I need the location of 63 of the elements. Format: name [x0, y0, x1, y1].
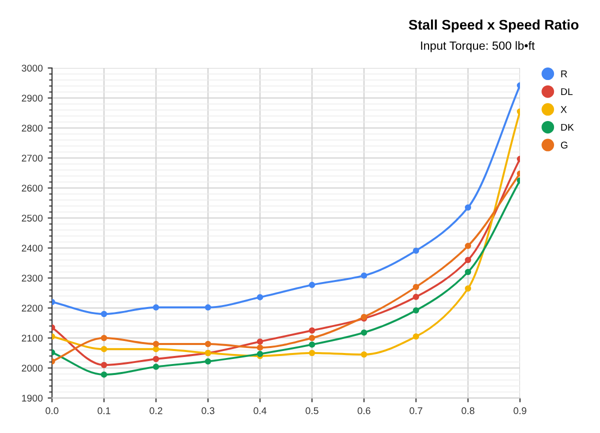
point [204, 304, 212, 311]
legend-label: G [560, 142, 568, 149]
point [100, 334, 108, 342]
point [308, 334, 316, 342]
x-tick-label: 0.6 [358, 407, 370, 414]
point [152, 304, 160, 311]
legend-label: DK [561, 124, 574, 131]
x-tick-label: 0.7 [410, 407, 422, 414]
point [256, 294, 264, 300]
legend-label: DL [561, 88, 573, 96]
x-tick-label: 0.3 [202, 407, 214, 414]
point [412, 294, 420, 300]
point [308, 282, 316, 288]
x-tick-label: 0.2 [150, 407, 162, 414]
point [412, 248, 420, 254]
point [204, 358, 212, 365]
point [412, 284, 420, 290]
point [308, 341, 316, 348]
point [464, 285, 472, 292]
y-tick-label: 2300 [22, 274, 43, 282]
point [204, 340, 212, 348]
point [100, 346, 108, 352]
point [100, 371, 108, 378]
x-tick-label: 0.0 [46, 407, 58, 414]
y-tick-label: 2900 [22, 94, 43, 102]
y-tick-label: 2000 [22, 364, 43, 372]
y-tick-label: 2200 [22, 304, 43, 312]
point [152, 364, 160, 370]
point [464, 268, 472, 276]
chart-title: Stall Speed x Speed Ratio [408, 19, 578, 32]
point [360, 329, 368, 336]
y-tick-label: 2400 [22, 244, 43, 252]
point [152, 340, 160, 348]
point [360, 351, 368, 358]
point [412, 307, 420, 314]
point [412, 333, 420, 340]
y-tick-label: 2500 [22, 214, 43, 222]
point [308, 327, 316, 334]
point [464, 256, 472, 264]
y-tick-label: 2100 [22, 334, 43, 342]
point [256, 338, 264, 345]
point [152, 346, 160, 352]
point [464, 242, 472, 250]
point [100, 362, 108, 368]
x-tick-label: 0.9 [514, 407, 526, 414]
point [308, 350, 316, 356]
point [360, 272, 368, 279]
point [464, 204, 472, 211]
point [100, 310, 108, 318]
point [256, 344, 264, 351]
x-tick-label: 0.5 [306, 407, 318, 414]
legend-label: R [561, 70, 568, 78]
y-tick-label: 3000 [22, 64, 43, 72]
chart-subtitle: Input Torque: 500 lb•ft [421, 41, 535, 52]
y-tick-label: 2700 [22, 154, 43, 162]
y-tick-label: 2600 [22, 184, 43, 192]
y-tick-label: 2800 [22, 124, 43, 132]
legend-label: X [560, 106, 567, 113]
x-tick-label: 0.8 [462, 407, 474, 414]
point [152, 356, 160, 362]
x-tick-label: 0.4 [254, 407, 266, 414]
x-tick-label: 0.1 [98, 407, 110, 414]
y-tick-label: 1900 [22, 394, 43, 402]
